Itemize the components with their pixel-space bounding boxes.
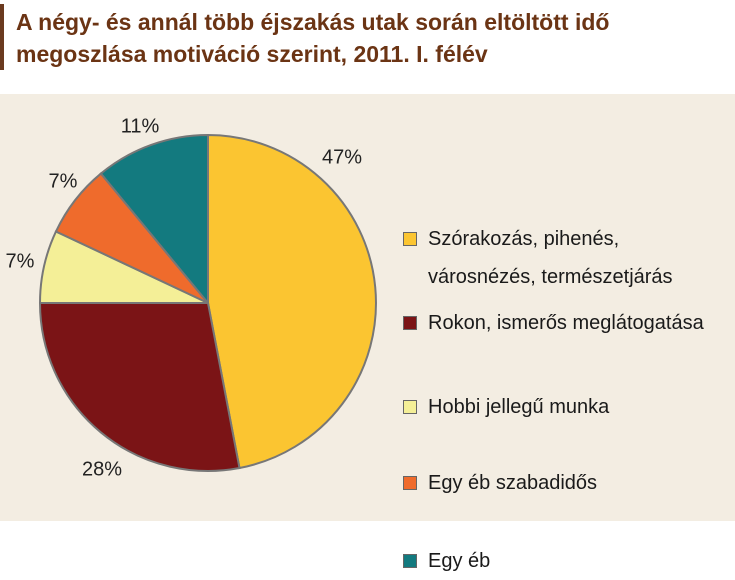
slice-percent-label-1: 47% (321, 146, 363, 169)
legend-swatch-3 (403, 400, 417, 414)
slice-percent-label-3: 7% (5, 250, 35, 273)
pie-slice-2 (38, 302, 241, 472)
legend-swatch-2 (403, 316, 417, 330)
slice-percent-label-4: 7% (48, 170, 78, 193)
slice-percent-label-2: 28% (81, 458, 123, 481)
legend-swatch-5 (403, 554, 417, 568)
legend-label-4: Egy éb szabadidős (428, 472, 598, 494)
legend-label-1: Szórakozás, pihenés, városnézés, termész… (428, 228, 673, 288)
slice-percent-label-5: 11% (120, 115, 160, 138)
legend-swatch-1 (403, 232, 417, 246)
chart-title: A négy- és annál több éjszakás utak sorá… (16, 6, 726, 70)
legend-swatch-4 (403, 476, 417, 490)
title-bar: A négy- és annál több éjszakás utak sorá… (0, 0, 735, 92)
pie-chart (38, 133, 377, 472)
legend-label-3: Hobbi jellegű munka (428, 396, 610, 418)
pie-slice-1 (207, 133, 377, 470)
chart-title-line-1: A négy- és annál több éjszakás utak sorá… (16, 9, 610, 35)
legend-label-2: Rokon, ismerős meglátogatása (428, 312, 704, 334)
pie-slice-5 (99, 133, 209, 306)
chart-panel: 47% 28% 7% 7% 11% Szórakozás, pihenés, város… (0, 94, 735, 572)
chart-title-line-2: megoszlása motiváció szerint, 2011. I. f… (16, 41, 488, 67)
legend-label-5: Egy éb (428, 550, 491, 572)
title-accent-bar (0, 4, 4, 70)
